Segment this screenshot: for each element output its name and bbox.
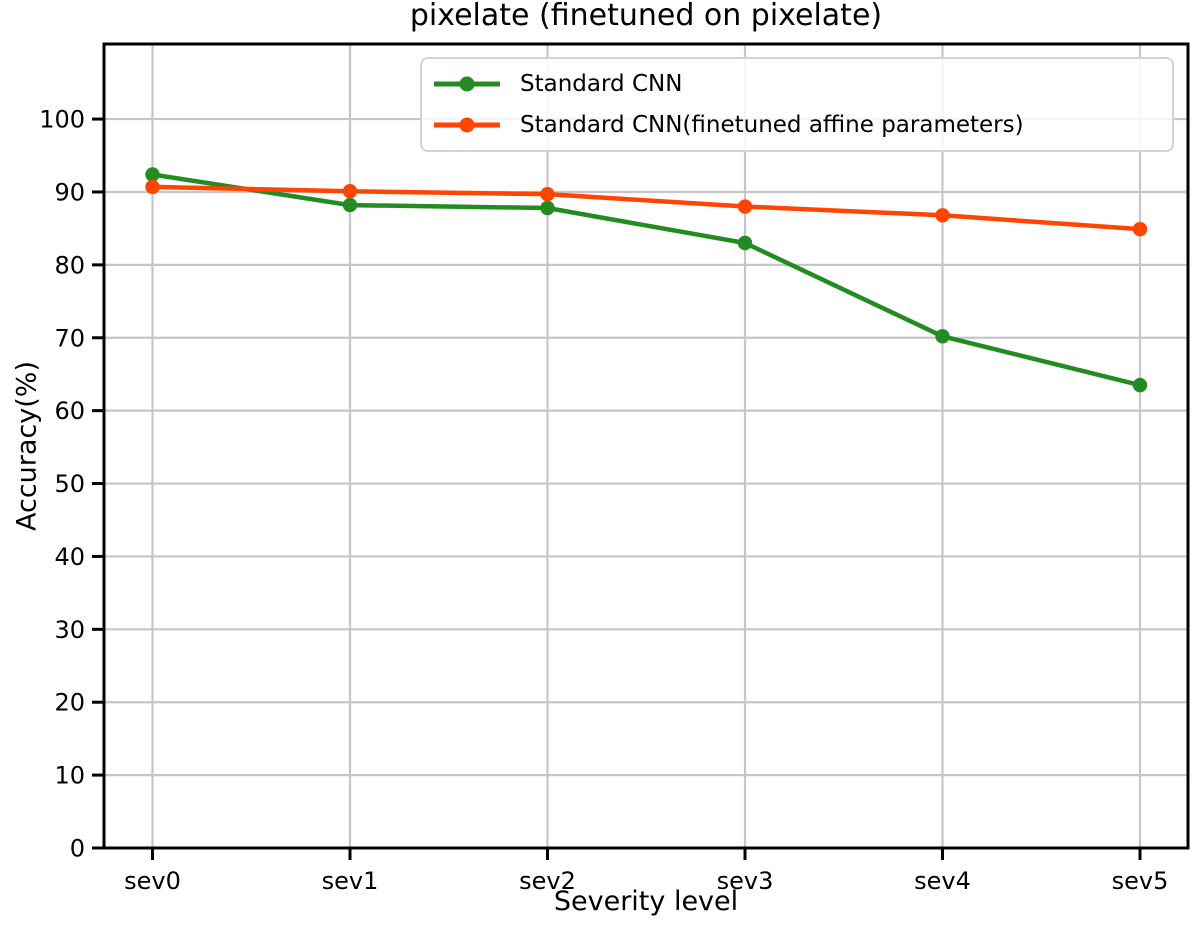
data-point-marker [737,199,753,214]
legend-dot-icon [459,76,475,92]
y-tick-label: 0 [70,835,85,863]
data-point-marker [737,235,753,251]
x-tick-label: sev1 [322,867,379,895]
data-point-marker [935,208,950,223]
legend-item-standard-cnn: Standard CNN [434,64,1162,104]
data-point-marker [145,167,160,182]
legend-label: Standard CNN(finetuned affine parameters… [520,112,1024,138]
y-tick-label: 40 [54,543,85,571]
data-point-marker [1132,221,1148,237]
series-layer [145,167,1148,393]
ticks-layer: 0 10 20 30 40 50 60 70 80 90 100 sev0 sev1 sev2 sev3 se… [39,106,1168,895]
y-tick-label: 20 [54,689,85,717]
series-line [150,184,1143,232]
data-point-marker [935,329,950,344]
data-point-marker [342,184,358,199]
x-tick-label: sev4 [914,867,971,895]
legend-item-finetuned-cnn: Standard CNN(finetuned affine parameters… [434,105,1162,145]
x-tick-label: sev3 [717,867,774,895]
plot-border [102,42,1190,850]
y-tick-label: 70 [54,324,85,352]
y-tick-label: 50 [54,470,85,498]
data-point-marker [342,197,358,213]
grid-layer [104,44,1188,850]
legend-dot-icon [459,117,475,133]
legend-label: Standard CNN [520,71,683,97]
x-tick-label: sev5 [1112,867,1169,895]
data-point-marker [1132,377,1148,393]
y-tick-label: 80 [54,251,85,279]
legend-line-sample-orange [434,117,500,133]
y-tick-label: 60 [54,397,85,425]
data-point-marker [145,179,160,195]
y-tick-label: 10 [54,762,85,790]
series-line [150,172,1143,388]
data-point-marker [540,200,555,216]
x-tick-label: sev0 [124,867,181,895]
axes-layer [102,42,1190,850]
y-axis-label: Accuracy(%) [11,361,43,531]
y-tick-label: 30 [54,616,85,644]
y-tick-label: 100 [39,106,85,134]
data-point-marker [540,186,555,202]
x-axis-label: Severity level [553,886,739,917]
x-tick-label: sev2 [519,867,576,895]
y-tick-label: 90 [54,178,85,206]
legend: Standard CNN Standard CNN(finetuned affi… [420,57,1174,152]
chart-title: pixelate (finetuned on pixelate) [409,0,883,33]
legend-line-sample-green [434,76,500,92]
